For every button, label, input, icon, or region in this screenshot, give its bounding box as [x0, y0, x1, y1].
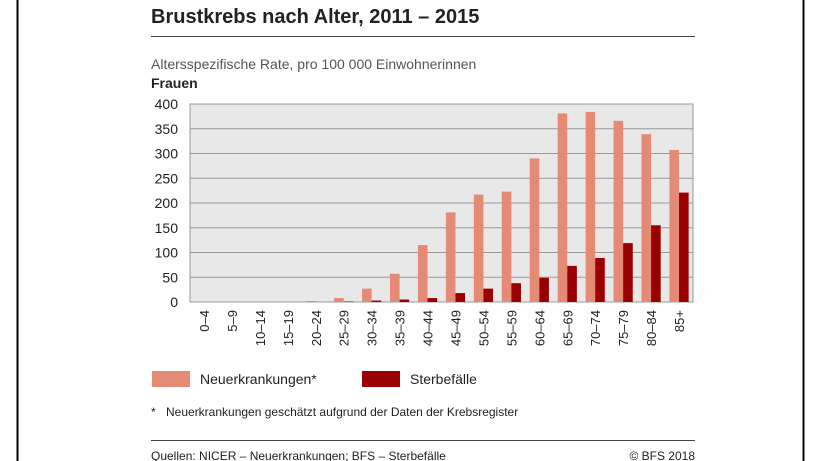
y-tick-label: 400: [155, 96, 179, 112]
bar: [595, 257, 605, 302]
x-tick-label: 25–29: [337, 310, 352, 346]
bar: [334, 298, 344, 302]
y-tick-label: 0: [170, 294, 178, 310]
legend-swatch: [362, 371, 400, 387]
x-tick-label: 5–9: [225, 310, 240, 332]
bar: [585, 111, 596, 302]
bar: [473, 194, 484, 302]
legend-label: Neuerkrankungen*: [200, 371, 317, 387]
x-tick-label: 50–54: [476, 310, 491, 346]
bar: [669, 150, 680, 302]
y-tick-label: 100: [155, 245, 179, 261]
y-tick-label: 300: [155, 146, 179, 162]
bar: [417, 245, 428, 302]
bar: [389, 273, 400, 302]
bar: [306, 301, 316, 302]
bar: [539, 277, 549, 302]
y-tick-label: 50: [162, 269, 178, 285]
x-tick-label: 40–44: [421, 310, 436, 346]
x-tick-label: 10–14: [253, 310, 268, 346]
x-tick-label: 60–64: [532, 310, 547, 346]
x-tick-label: 20–24: [309, 310, 324, 346]
x-tick-label: 65–69: [560, 310, 575, 346]
bar: [679, 192, 689, 302]
x-tick-label: 70–74: [588, 310, 603, 346]
x-tick-label: 30–34: [365, 310, 380, 346]
x-tick-label: 45–49: [448, 310, 463, 346]
bar: [651, 225, 661, 302]
x-tick-label: 55–59: [504, 310, 519, 346]
bar: [362, 288, 372, 302]
bar: [623, 243, 633, 302]
x-tick-label: 35–39: [393, 310, 408, 346]
bar: [371, 300, 382, 302]
group-label: Frauen: [151, 75, 198, 91]
x-tick-label: 0–4: [197, 310, 212, 332]
bar: [529, 158, 540, 302]
footnote-marker: *: [151, 405, 156, 419]
bar: [511, 283, 521, 302]
bar: [455, 293, 466, 302]
source: Quellen: NICER – Neuerkrankungen; BFS – …: [151, 449, 446, 461]
bar: [613, 120, 624, 302]
bar: [483, 288, 494, 302]
subtitle: Altersspezifische Rate, pro 100 000 Einw…: [151, 56, 476, 72]
chart-title: Brustkrebs nach Alter, 2011 – 2015: [151, 6, 479, 28]
copyright: © BFS 2018: [629, 449, 695, 461]
bar: [641, 134, 652, 302]
legend-swatch: [152, 371, 190, 387]
y-tick-label: 250: [155, 170, 179, 186]
y-tick-label: 200: [155, 195, 179, 211]
legend-label: Sterbefälle: [410, 371, 477, 387]
bar: [445, 212, 456, 302]
x-tick-label: 75–79: [616, 310, 631, 346]
bar: [567, 265, 577, 302]
x-tick-label: 85+: [672, 310, 687, 332]
bar: [399, 299, 410, 302]
bar: [557, 113, 568, 302]
bar: [501, 191, 512, 302]
footnote: Neuerkrankungen geschätzt aufgrund der D…: [166, 405, 518, 419]
x-tick-label: 15–19: [281, 310, 296, 346]
y-tick-label: 150: [155, 220, 179, 236]
x-tick-label: 80–84: [644, 310, 659, 346]
y-tick-label: 350: [155, 121, 179, 137]
bar: [427, 298, 438, 302]
